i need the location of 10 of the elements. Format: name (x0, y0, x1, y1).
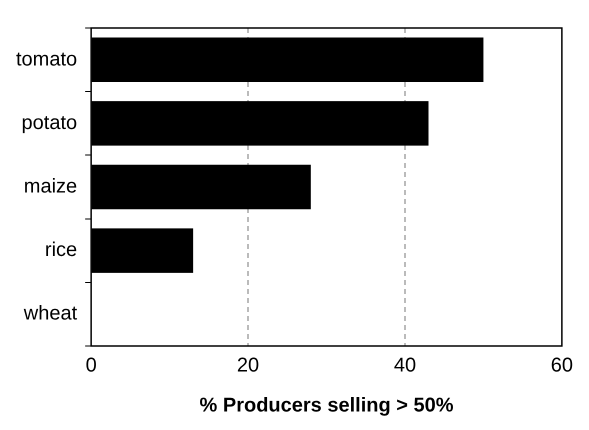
y-tick-label: wheat (22, 302, 78, 325)
x-tick-label: 20 (236, 354, 260, 377)
y-tick-label: potato (22, 112, 78, 134)
x-axis-title: % Producers selling > 50% (200, 394, 454, 417)
x-tick-label: 40 (394, 354, 416, 377)
y-tick-label: tomato (16, 48, 78, 70)
y-tick-label: rice (44, 239, 78, 262)
x-tick-label: 0 (86, 354, 97, 377)
x-tick-label: 60 (550, 354, 573, 377)
y-tick-label: maize (24, 176, 78, 198)
